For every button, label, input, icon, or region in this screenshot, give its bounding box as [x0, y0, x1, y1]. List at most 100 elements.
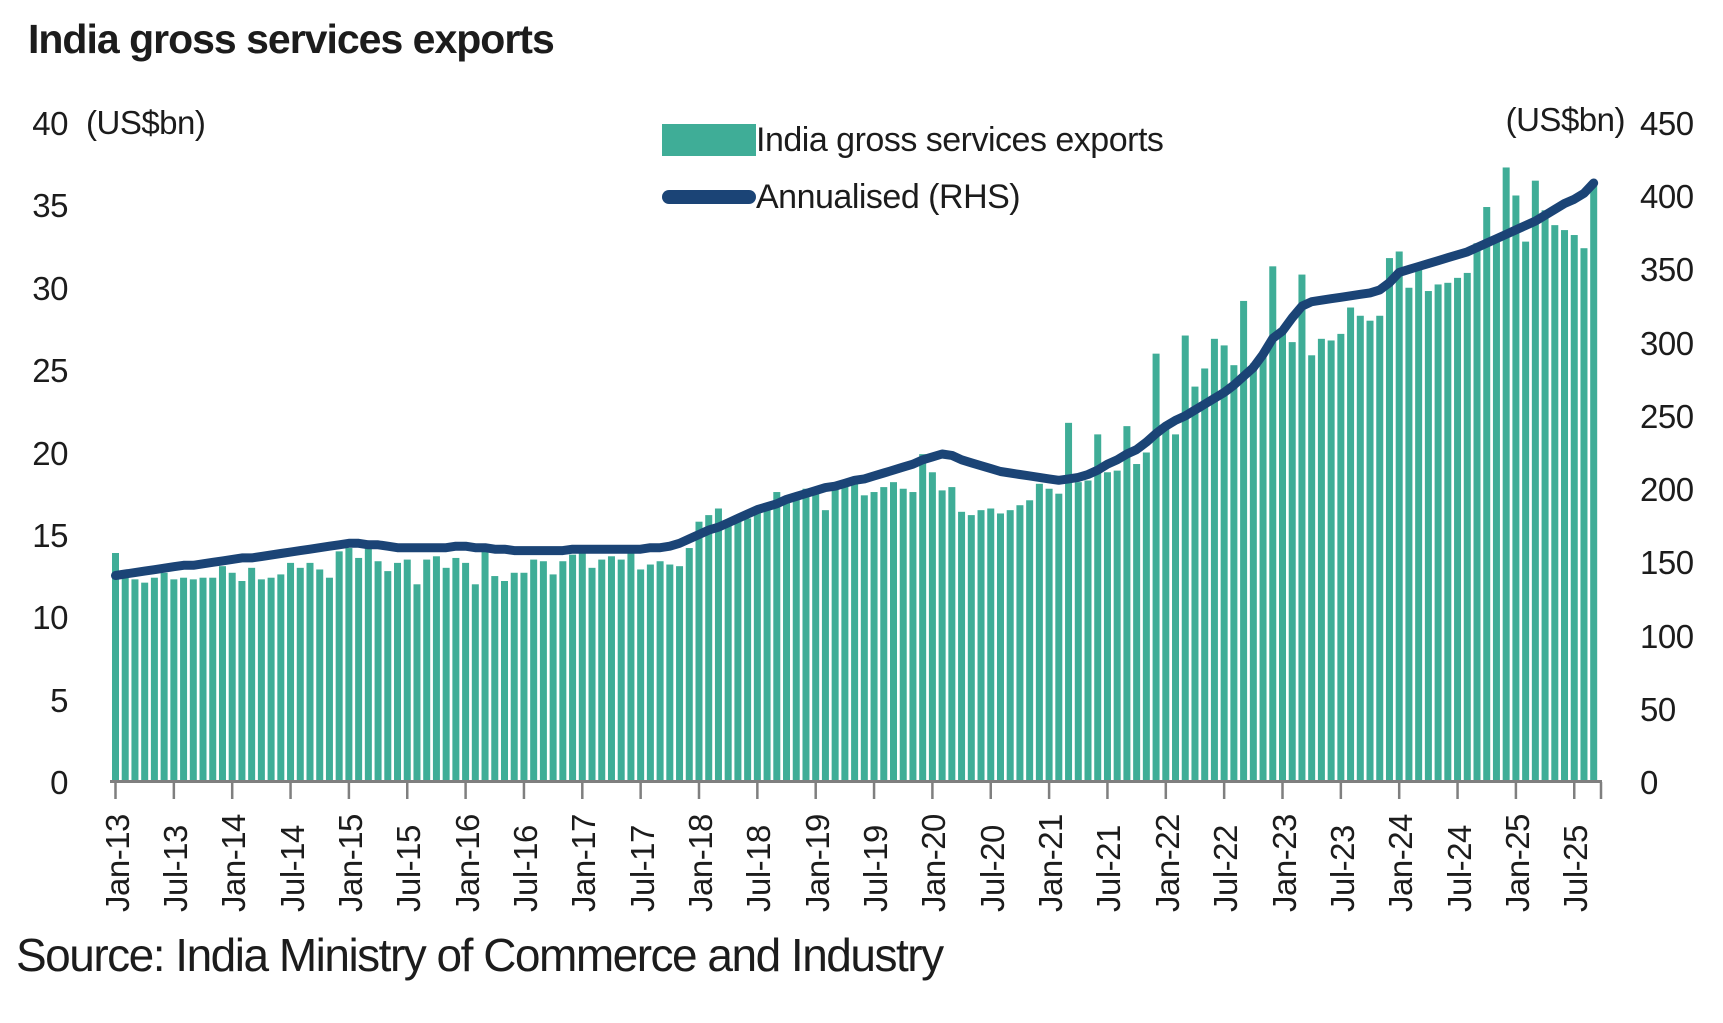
export-bar — [1483, 207, 1491, 782]
export-bar — [1220, 345, 1228, 782]
left-axis-tick-label: 20 — [32, 434, 68, 472]
export-bar — [617, 559, 625, 782]
export-bar — [948, 487, 956, 782]
export-bar — [549, 574, 557, 782]
x-axis-tick — [1164, 782, 1168, 799]
bar-series-swatch-icon — [662, 124, 756, 156]
export-bar — [1327, 340, 1335, 782]
export-bar — [1288, 342, 1296, 782]
x-axis-tick-label: Jan-18 — [682, 814, 719, 912]
right-axis-unit: (US$bn) — [1505, 101, 1626, 138]
export-bar — [199, 577, 207, 782]
export-bar — [870, 492, 878, 782]
left-axis-tick-label: 40 — [32, 105, 68, 142]
export-bar — [705, 515, 713, 783]
export-bar — [1531, 180, 1539, 782]
export-bar — [559, 561, 567, 783]
export-bar — [996, 513, 1004, 782]
export-bar — [987, 508, 995, 782]
x-axis-tick — [1456, 782, 1459, 799]
x-axis-tick-label: Jul-22 — [1207, 825, 1245, 912]
export-bar — [1337, 333, 1345, 782]
export-bar — [1230, 365, 1238, 782]
x-axis-tick-label: Jan-14 — [215, 814, 253, 912]
export-bar — [355, 557, 363, 782]
export-bar — [1006, 510, 1014, 782]
x-axis-tick — [1514, 782, 1518, 799]
export-bar — [831, 485, 839, 782]
export-bar — [1308, 355, 1316, 782]
export-bar — [1152, 353, 1160, 782]
x-axis-tick-label: Jul-14 — [273, 825, 311, 912]
export-bar — [1512, 195, 1520, 783]
export-bar — [520, 572, 528, 782]
export-bar — [773, 492, 781, 782]
export-bar — [744, 518, 752, 782]
export-bar — [141, 582, 149, 782]
export-bar — [296, 567, 304, 783]
x-axis-tick — [289, 782, 292, 799]
legend-item-bar: India gross services exports — [662, 123, 1164, 157]
export-bar — [1055, 493, 1063, 782]
export-bar — [578, 553, 586, 782]
export-bar — [501, 581, 508, 782]
x-axis-tick — [1281, 782, 1284, 799]
right-axis-tick-label: 150 — [1640, 544, 1694, 582]
x-axis-tick-label: Jul-19 — [857, 825, 895, 912]
export-bar — [491, 576, 499, 782]
x-axis-tick — [814, 782, 817, 799]
export-bar — [228, 572, 236, 782]
export-bar — [403, 559, 411, 782]
export-bar — [685, 548, 693, 782]
x-axis-tick — [114, 782, 117, 799]
export-bar — [452, 557, 460, 782]
export-bar — [1201, 368, 1209, 782]
export-bar — [257, 579, 265, 782]
export-bar — [1279, 328, 1286, 782]
export-bar — [1551, 225, 1559, 782]
export-bar — [627, 551, 635, 782]
export-bar — [928, 472, 936, 782]
export-bar — [1541, 210, 1549, 782]
x-axis-tick-label: Jul-24 — [1440, 825, 1478, 912]
x-axis-tick — [406, 782, 409, 799]
x-axis-tick-label: Jul-17 — [623, 825, 661, 912]
export-bar — [1123, 426, 1131, 782]
export-bar — [1094, 434, 1102, 782]
export-bar — [1074, 482, 1082, 782]
left-axis-tick-label: 5 — [50, 681, 68, 719]
left-axis-unit: (US$bn) — [86, 104, 206, 141]
export-bar — [287, 562, 295, 782]
export-bar — [899, 488, 907, 782]
export-bar — [1405, 287, 1413, 782]
x-axis-tick-label: Jan-20 — [915, 814, 953, 912]
left-axis-tick-label: 0 — [50, 764, 68, 801]
x-axis-tick — [872, 782, 876, 799]
export-bar — [481, 551, 489, 782]
x-axis-tick-label: Jul-18 — [740, 825, 778, 912]
export-bar — [218, 566, 226, 782]
x-axis-tick — [697, 782, 701, 799]
export-bar — [1415, 263, 1423, 782]
x-axis-tick — [1106, 782, 1109, 799]
export-bar — [1434, 284, 1442, 782]
export-bar — [890, 482, 897, 782]
export-bar — [1142, 452, 1150, 782]
export-bar — [1016, 505, 1024, 782]
export-bar — [1463, 272, 1471, 782]
x-axis-tick-label: Jan-19 — [798, 814, 836, 912]
export-bar — [812, 488, 820, 782]
export-bar — [1395, 251, 1403, 782]
export-bar — [1240, 300, 1248, 782]
export-bar — [714, 508, 722, 782]
export-bar — [510, 572, 518, 782]
x-axis-tick-label: Jan-17 — [565, 814, 603, 912]
export-bar — [821, 510, 829, 782]
export-bar — [442, 567, 450, 783]
right-axis-tick-label: 50 — [1640, 690, 1676, 728]
export-bar — [1356, 315, 1364, 782]
x-axis-tick — [522, 782, 526, 799]
export-bar — [841, 483, 849, 782]
export-bar — [1570, 235, 1578, 782]
